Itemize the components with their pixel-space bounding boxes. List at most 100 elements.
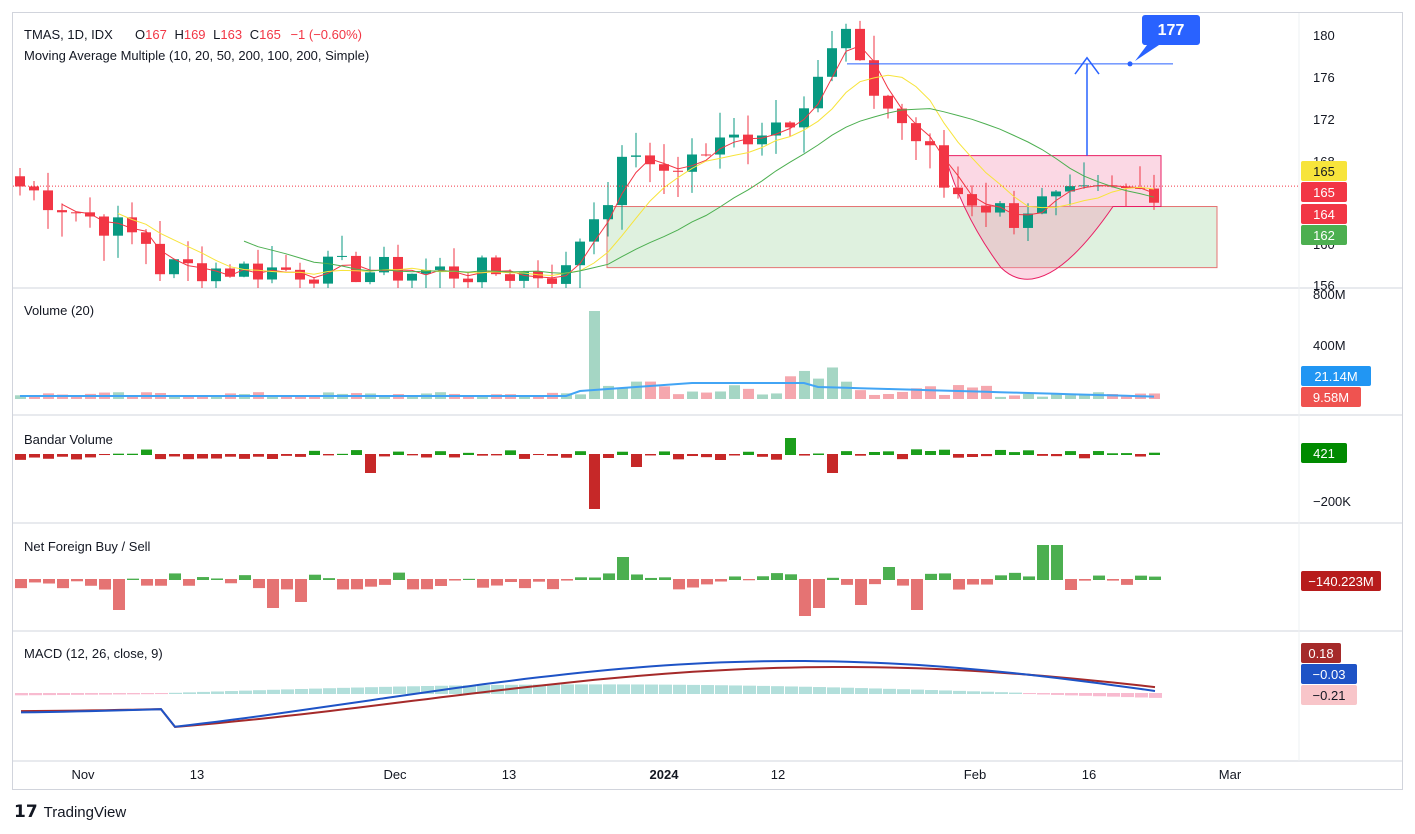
bandar-bar <box>827 454 838 473</box>
macd-hist-bar <box>1037 693 1050 695</box>
bandar-bar <box>15 454 26 460</box>
candle <box>29 180 39 201</box>
foreign-bar <box>127 578 139 580</box>
tradingview-logo[interactable]: 𝟭𝟳 TradingView <box>14 802 126 822</box>
candle <box>757 122 767 156</box>
foreign-bar <box>15 579 27 589</box>
candle-body <box>897 108 907 124</box>
candle-body <box>421 269 431 274</box>
volume-bar <box>379 395 390 399</box>
bandar-bar <box>967 454 978 457</box>
candle-body <box>71 212 81 214</box>
bandar-bar <box>1107 453 1118 455</box>
foreign-bar <box>71 579 83 582</box>
foreign-bar <box>533 579 545 582</box>
bandar-bar <box>43 454 54 459</box>
foreign-bar <box>169 573 181 580</box>
foreign-bar <box>995 575 1007 580</box>
candle-body <box>757 135 767 145</box>
open-label: O <box>135 27 145 42</box>
macd-hist-bar <box>1121 693 1134 698</box>
candle-body <box>883 95 893 109</box>
macd-hist-bar <box>883 688 896 694</box>
bandar-bar <box>995 449 1006 455</box>
macd-hist-bar <box>155 693 168 695</box>
macd-pane[interactable] <box>15 660 1162 728</box>
candle-body <box>1149 188 1159 203</box>
foreign-bar <box>43 579 55 584</box>
macd-hist-bar <box>897 689 910 694</box>
candle-body <box>659 164 669 171</box>
bandar-bar <box>575 451 586 455</box>
chart-canvas[interactable]: TMAS, 1D, IDX O167 H169 L163 C165 −1 (−0… <box>13 13 1402 789</box>
macd-signal-badge: 0.18 <box>1301 643 1341 663</box>
macd-hist-bar <box>239 690 252 694</box>
bandar-bar <box>295 454 306 457</box>
candle-body <box>505 274 515 281</box>
bandar-bar <box>589 454 600 509</box>
foreign-bar <box>575 577 587 580</box>
macd-hist-bar <box>911 689 924 694</box>
volume-bar <box>925 386 936 399</box>
foreign-bar <box>1051 545 1063 580</box>
volume-bar <box>519 396 530 399</box>
candle <box>967 185 977 217</box>
candle-body <box>603 205 613 220</box>
bandar-bar <box>561 454 572 458</box>
candle-body <box>113 217 123 236</box>
volume-bar <box>939 394 950 399</box>
ma10-badge: 164 <box>1301 204 1347 224</box>
volume-bar <box>71 395 82 399</box>
volume-bar <box>589 311 600 399</box>
foreign-bar <box>239 575 251 580</box>
bandar-pane[interactable] <box>15 438 1160 509</box>
foreign-bar <box>841 579 853 585</box>
volume-bar <box>1023 393 1034 399</box>
candle-body <box>183 259 193 264</box>
bandar-bar <box>491 454 502 456</box>
candle-body <box>925 141 935 146</box>
bandar-bar <box>533 454 544 456</box>
macd-hist-bar <box>351 687 364 694</box>
macd-hist-bar <box>337 687 350 694</box>
foreign-bar <box>981 579 993 585</box>
target-badge[interactable]: 177 <box>1135 15 1200 61</box>
macd-hist-bar <box>995 692 1008 694</box>
volume-bar <box>617 387 628 399</box>
candle <box>925 133 935 169</box>
foreign-bar <box>757 576 769 580</box>
foreign-bar <box>337 579 349 590</box>
price-pane[interactable] <box>13 20 1299 288</box>
candle <box>827 30 837 82</box>
bandar-bar <box>925 451 936 455</box>
candle-body <box>29 186 39 191</box>
foreign-bar <box>1093 575 1105 580</box>
volume-bar <box>1121 396 1132 399</box>
volume-pane[interactable] <box>15 311 1160 399</box>
candle-body <box>253 263 263 280</box>
symbol-label: TMAS, 1D, IDX <box>24 27 113 42</box>
foreign-pane[interactable] <box>15 545 1161 616</box>
macd-hist-bar <box>1093 693 1106 697</box>
target-badge-label: 177 <box>1158 22 1185 39</box>
candle-body <box>57 210 67 213</box>
candle-body <box>1037 196 1047 214</box>
macd-hist-bar <box>547 684 560 694</box>
chart-container[interactable]: TMAS, 1D, IDX O167 H169 L163 C165 −1 (−0… <box>12 12 1403 790</box>
volume-bar <box>715 391 726 399</box>
candle <box>253 249 263 288</box>
bandar-bar <box>729 454 740 456</box>
candle-body <box>687 154 697 172</box>
volume-bar <box>1037 396 1048 399</box>
candle-body <box>463 278 473 283</box>
macd-hist-bar <box>799 686 812 694</box>
volume-bar <box>645 381 656 399</box>
volume-bar <box>407 396 418 399</box>
candle-body <box>519 271 529 281</box>
bandar-bar <box>869 451 880 455</box>
bandar-bar <box>323 454 334 456</box>
bandar-bar <box>57 454 68 457</box>
high-value: 169 <box>184 27 206 42</box>
macd-hist-bar <box>729 685 742 694</box>
macd-hist-bar <box>57 693 70 695</box>
